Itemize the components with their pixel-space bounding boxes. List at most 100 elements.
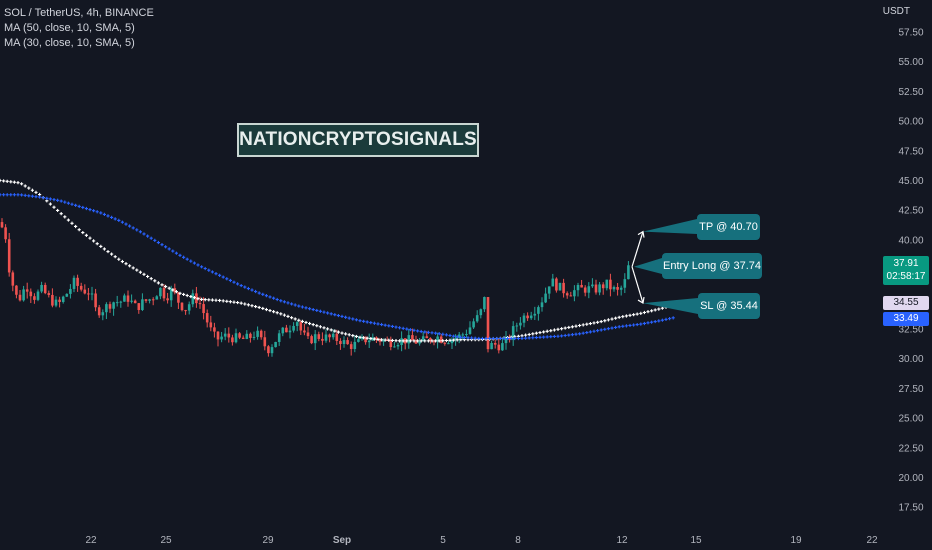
ma-50-marker xyxy=(286,314,290,319)
candle-body xyxy=(105,304,108,313)
ma-30-marker xyxy=(74,203,78,207)
ma-30-marker xyxy=(390,324,394,329)
candle-body xyxy=(213,327,216,332)
ma-50-marker xyxy=(30,188,34,192)
ma-50-marker xyxy=(196,297,200,301)
candle-body xyxy=(411,335,414,341)
ma-30-marker xyxy=(207,268,211,272)
ma-30-marker xyxy=(549,335,553,339)
candle-body xyxy=(349,344,353,349)
sl-callout-pointer xyxy=(643,298,698,314)
candle-body xyxy=(436,336,439,342)
candle-body xyxy=(321,338,324,341)
ma-50-marker xyxy=(16,181,20,185)
symbol-title[interactable]: SOL / TetherUS, 4h, BINANCE xyxy=(4,7,154,19)
ma-30-marker xyxy=(63,200,67,204)
ma-30-marker xyxy=(81,205,85,210)
ma-30-marker xyxy=(552,334,556,339)
x-tick-label: 5 xyxy=(440,535,446,546)
ma-30-marker xyxy=(117,218,121,222)
ma-50-legend[interactable]: MA (50, close, 10, SMA, 5) xyxy=(4,22,135,34)
ma-50-marker xyxy=(261,306,265,311)
time-axis[interactable]: 22 25 29 Sep 5 8 12 15 19 22 xyxy=(85,535,878,546)
y-tick-label: 22.50 xyxy=(898,443,923,454)
ma-30-marker xyxy=(642,321,646,326)
ma-30-marker xyxy=(293,303,297,307)
ma-30-marker xyxy=(106,214,110,218)
ma-30-marker xyxy=(171,249,175,253)
y-tick-label: 27.50 xyxy=(898,384,923,395)
sl-callout[interactable]: SL @ 35.44 xyxy=(698,293,760,319)
candle-body xyxy=(591,284,594,287)
candle-body xyxy=(450,339,454,344)
candle-body xyxy=(94,293,97,308)
x-tick-label: 19 xyxy=(790,535,802,546)
y-tick-label: 42.50 xyxy=(898,206,923,217)
entry-callout[interactable]: Entry Long @ 37.74 xyxy=(662,253,762,279)
ma-50-marker xyxy=(642,310,646,315)
ma-30-marker xyxy=(509,336,513,341)
ma-50-marker xyxy=(12,180,16,184)
ma-50-marker xyxy=(102,247,106,251)
ma-50-marker xyxy=(617,315,621,319)
ma-30-marker xyxy=(542,335,546,339)
candle-body xyxy=(407,335,411,344)
ma-50-marker xyxy=(563,326,567,330)
ma-50-marker xyxy=(164,284,168,289)
ma-30-marker xyxy=(279,299,283,303)
tp-callout[interactable]: TP @ 40.70 xyxy=(697,214,760,240)
ma-30-marker xyxy=(660,318,664,322)
candle-body xyxy=(159,287,162,297)
candle-body xyxy=(234,333,238,343)
ma-50-marker xyxy=(390,338,394,343)
ma-50-marker xyxy=(275,311,279,315)
candle-body xyxy=(277,333,281,342)
ma-30-marker xyxy=(369,321,373,325)
ma-30-legend[interactable]: MA (30, close, 10, SMA, 5) xyxy=(4,37,135,49)
ma-50-marker xyxy=(189,294,193,299)
ma-30-marker xyxy=(232,280,236,284)
ma-50-marker xyxy=(596,320,600,324)
candle-body xyxy=(508,336,511,340)
ma-50-marker xyxy=(131,266,135,270)
ma-30-marker xyxy=(441,332,445,336)
candle-body xyxy=(490,342,493,350)
ma-50-marker xyxy=(207,298,211,302)
ma-50-marker xyxy=(632,313,636,317)
ma-30-marker xyxy=(59,199,63,203)
candle-body xyxy=(310,336,313,344)
ma-30-marker xyxy=(84,206,88,211)
ma-50-marker xyxy=(336,330,340,334)
candle-body xyxy=(580,284,583,288)
candle-body xyxy=(497,344,501,351)
ma-30-marker xyxy=(146,234,150,238)
ma-30-marker xyxy=(358,319,362,323)
ma-30-marker xyxy=(524,336,528,340)
candle-body xyxy=(619,287,623,290)
ma-50-marker xyxy=(254,304,258,309)
ma-30-marker xyxy=(214,272,218,276)
candle-body xyxy=(454,337,457,340)
candle-body xyxy=(432,341,436,343)
candle-body xyxy=(447,343,450,345)
ma-50-marker xyxy=(408,339,412,343)
candle-body xyxy=(270,347,274,354)
ma-30-marker xyxy=(185,257,189,261)
ma-30-marker xyxy=(268,295,272,299)
ma-30-marker xyxy=(236,282,240,286)
candle-body xyxy=(245,333,249,339)
candle-body xyxy=(461,334,465,336)
ma-50-marker xyxy=(380,338,384,342)
candle-body xyxy=(166,298,169,301)
ma-50-marker xyxy=(639,311,643,315)
ma-50-marker xyxy=(660,306,664,310)
ma-50-marker xyxy=(113,255,117,259)
ma-30-marker xyxy=(520,336,524,340)
candlestick-series xyxy=(0,218,630,357)
ma-30-marker xyxy=(167,247,171,251)
candle-body xyxy=(97,307,101,316)
candle-body xyxy=(288,330,292,333)
candle-body xyxy=(256,330,259,337)
ma-30-marker xyxy=(387,324,391,328)
